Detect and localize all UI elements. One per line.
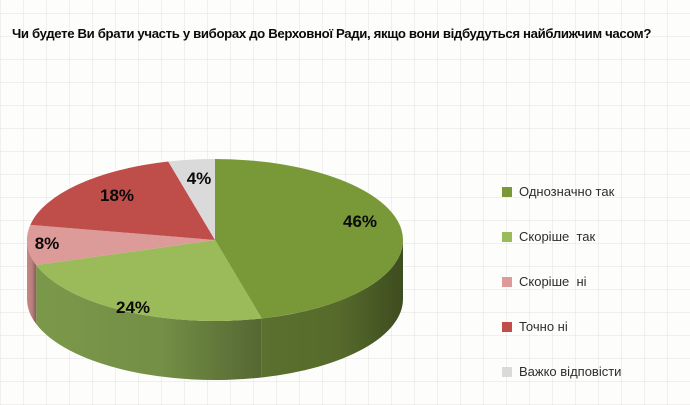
legend-label-3: Точно ні: [519, 319, 568, 334]
legend-item-3: Точно ні: [502, 319, 621, 334]
pie-label-4: 4%: [187, 169, 212, 188]
chart-title: Чи будете Ви брати участь у виборах до В…: [12, 26, 652, 41]
pie-label-2: 8%: [35, 234, 60, 253]
legend-swatch-1: [502, 232, 512, 242]
legend-swatch-0: [502, 187, 512, 197]
legend-item-0: Однозначно так: [502, 184, 621, 199]
legend-swatch-2: [502, 277, 512, 287]
pie-slice-4: [168, 159, 215, 240]
legend-label-0: Однозначно так: [519, 184, 615, 199]
legend-item-2: Скоріше ні: [502, 274, 621, 289]
pie-label-1: 24%: [116, 298, 150, 317]
pie-slice-1: [36, 240, 262, 321]
pie-slice-side-2: [27, 240, 37, 325]
legend-swatch-3: [502, 322, 512, 332]
legend-label-2: Скоріше ні: [519, 274, 587, 289]
pie-slice-3: [30, 161, 215, 240]
legend-item-1: Скоріше так: [502, 229, 621, 244]
legend-label-4: Важко відповісти: [519, 364, 622, 379]
legend-item-4: Важко відповісти: [502, 364, 622, 379]
pie-slice-0: [215, 159, 403, 319]
pie-label-0: 46%: [343, 212, 377, 231]
pie-slice-2: [26, 224, 216, 266]
pie-slice-side-1: [36, 265, 262, 380]
legend-label-1: Скоріше так: [519, 229, 596, 244]
pie-slice-side-0: [261, 240, 403, 378]
legend-swatch-4: [502, 367, 512, 377]
pie-label-3: 18%: [100, 186, 134, 205]
legend: Однозначно так Скоріше так Скоріше ні То…: [502, 184, 622, 379]
